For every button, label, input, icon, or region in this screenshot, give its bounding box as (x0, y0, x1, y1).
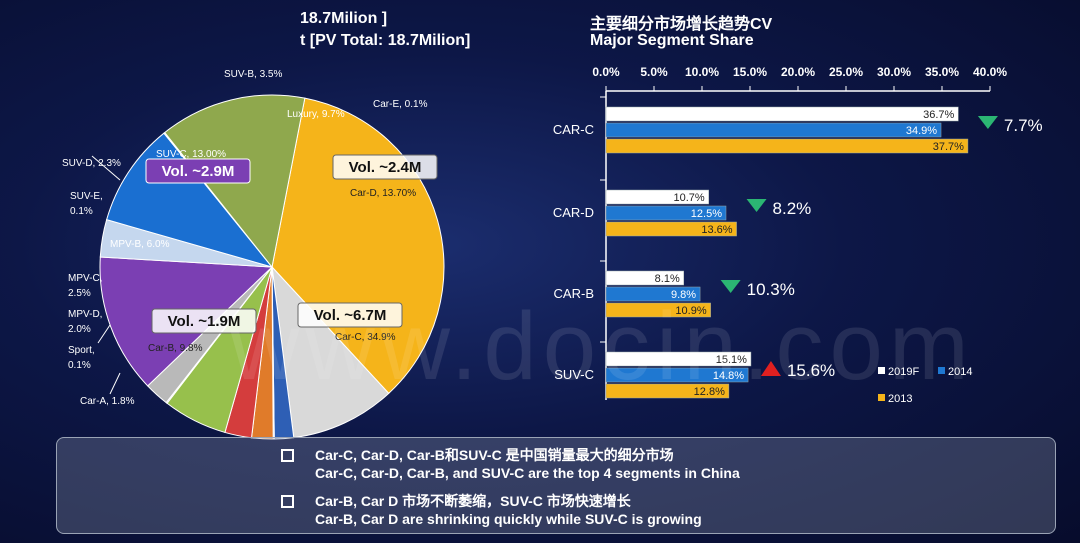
volume-callout-text: Vol. ~1.9M (168, 313, 241, 330)
volume-callout-text: Vol. ~2.4M (349, 159, 422, 176)
pie-label-suv-b: SUV-B, 3.5% (224, 69, 282, 80)
bullet-box-icon (281, 495, 294, 508)
bar-car-d-2014 (605, 205, 727, 221)
bar-car-b-2013 (605, 302, 711, 318)
pie-label-suv-d: SUV-D, 2.3% (62, 158, 121, 169)
note-1-en: Car-C, Car-D, Car-B, and SUV-C are the t… (315, 465, 740, 481)
bar-car-b-2014 (605, 286, 701, 302)
up-triangle-icon (760, 361, 781, 376)
x-tick-label: 25.0% (829, 65, 863, 79)
volume-callout-car-d: Vol. ~2.4M (332, 154, 438, 180)
pie-label-car-b: Car-B, 9.8% (148, 343, 203, 354)
category-label-car-d: CAR-D (553, 205, 594, 220)
bar-car-c-2014 (605, 122, 942, 138)
bar-value-label: 34.9% (906, 125, 937, 137)
x-tick-label: 40.0% (973, 65, 1007, 79)
legend-label-2014: 2014 (948, 366, 972, 378)
volume-callout-text: Vol. ~2.9M (162, 163, 235, 180)
volume-callout-car-b: Vol. ~1.9M (151, 308, 257, 334)
pie-label-car-d: Car-D, 13.70% (350, 188, 416, 199)
bar-car-c-2019f (605, 106, 959, 122)
category-label-suv-c: SUV-C (554, 367, 594, 382)
note-2-cn: Car-B, Car D 市场不断萎缩，SUV-C 市场快速增长 (315, 493, 631, 509)
down-triangle-icon (746, 199, 767, 212)
note-2-en: Car-B, Car D are shrinking quickly while… (315, 511, 702, 527)
x-tick-label: 20.0% (781, 65, 815, 79)
pie-label-suv-e: SUV-E, 0.1% (70, 191, 103, 217)
pie-label-suv-c: SUV-C, 13.00% (156, 149, 226, 160)
legend-swatch-2013 (878, 394, 885, 401)
growth-rate-suv-c: 15.6% (787, 361, 835, 380)
watermark: www.docin.com (230, 293, 975, 400)
down-triangle-icon (977, 116, 998, 129)
down-triangle-icon (720, 280, 741, 293)
bar-value-label: 15.1% (716, 354, 747, 366)
bar-car-d-2019f (605, 189, 709, 205)
pie-label-luxury: Luxury, 9.7% (287, 109, 345, 120)
x-tick-label: 0.0% (592, 65, 620, 79)
legend-swatch-2019f (878, 367, 885, 374)
legend-label-2019f: 2019F (888, 366, 919, 378)
growth-rate-car-c: 7.7% (1004, 116, 1043, 135)
pie-label-car-e: Car-E, 0.1% (373, 99, 428, 110)
volume-callout-car-c: Vol. ~6.7M (297, 302, 403, 328)
category-label-car-b: CAR-B (554, 286, 594, 301)
pie-label-car-c: Car-C, 34.9% (335, 332, 396, 343)
bar-value-label: 14.8% (713, 370, 744, 382)
pie-label-mpv-c: MPV-C, 2.5% (68, 273, 102, 299)
bar-car-c-2013 (605, 138, 969, 154)
x-tick-label: 10.0% (685, 65, 719, 79)
category-label-car-c: CAR-C (553, 122, 594, 137)
legend-label-2013: 2013 (888, 393, 912, 405)
bar-value-label: 10.7% (674, 192, 705, 204)
note-1-cn: Car-C, Car-D, Car-B和SUV-C 是中国销量最大的细分市场 (315, 447, 674, 463)
pie-leader-line-suv-d (91, 155, 121, 181)
bar-header-line-1: 主要细分市场增长趋势CV (590, 16, 773, 33)
pie-label-sport: Sport, 0.1% (68, 345, 95, 371)
notes-panel: Car-C, Car-D, Car-B和SUV-C 是中国销量最大的细分市场 C… (56, 437, 1056, 534)
x-tick-label: 35.0% (925, 65, 959, 79)
pie-label-mpv-b: MPV-B, 6.0% (110, 239, 170, 250)
bar-value-label: 9.8% (671, 289, 696, 301)
growth-rate-car-b: 10.3% (747, 280, 795, 299)
bar-value-label: 37.7% (933, 141, 964, 153)
pie-label-mpv-d: MPV-D, 2.0% (68, 309, 102, 335)
bar-value-label: 8.1% (655, 273, 680, 285)
pie-header-line-1: 18.7Milion ] (300, 10, 388, 27)
volume-callout-text: Vol. ~6.7M (314, 307, 387, 324)
bar-value-label: 10.9% (675, 305, 706, 317)
bar-value-label: 13.6% (701, 224, 732, 236)
legend-swatch-2014 (938, 367, 945, 374)
pie-label-car-a: Car-A, 1.8% (80, 396, 135, 407)
growth-rate-car-d: 8.2% (773, 199, 812, 218)
bar-chart: 0.0% 5.0% 10.0% 15.0% 20.0% 25.0% 30.0% 35.0% 40… (553, 65, 1043, 405)
x-tick-label: 30.0% (877, 65, 911, 79)
pie-chart: Car-C, 34.9% Car-B, 9.8% Car-A, 1.8% Sport,… (62, 69, 445, 440)
bar-value-label: 12.5% (691, 208, 722, 220)
bar-value-label: 12.8% (694, 386, 725, 398)
note-1: Car-C, Car-D, Car-B和SUV-C 是中国销量最大的细分市场 C… (281, 446, 740, 482)
x-tick-label: 15.0% (733, 65, 767, 79)
bar-car-d-2013 (605, 221, 737, 237)
bar-suv-c-2013 (605, 383, 730, 399)
bullet-box-icon (281, 449, 294, 462)
x-tick-label: 5.0% (640, 65, 668, 79)
pie-leader-line-sport (97, 324, 111, 344)
bar-car-b-2019f (605, 270, 685, 286)
bar-value-label: 36.7% (923, 109, 954, 121)
pie-leader-line-car-a (109, 372, 121, 395)
bar-suv-c-2019f (605, 351, 752, 367)
volume-callout-suv-c: Vol. ~2.9M (145, 158, 251, 184)
pie-header-line-2: t [PV Total: 18.7Milion] (300, 32, 471, 49)
bar-header-line-2: Major Segment Share (590, 32, 754, 49)
note-2: Car-B, Car D 市场不断萎缩，SUV-C 市场快速增长 Car-B, … (281, 492, 702, 528)
bar-suv-c-2014 (605, 367, 749, 383)
